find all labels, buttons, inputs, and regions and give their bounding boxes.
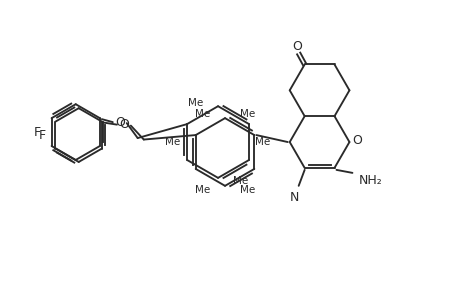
Text: Me: Me: [232, 176, 247, 186]
Text: F: F: [39, 129, 46, 142]
Text: Me: Me: [255, 137, 270, 147]
Text: Me: Me: [195, 185, 210, 195]
Text: O: O: [352, 134, 362, 146]
Text: N: N: [289, 191, 299, 204]
Text: Me: Me: [195, 109, 210, 119]
Text: Me: Me: [188, 98, 203, 108]
Text: NH₂: NH₂: [358, 174, 381, 187]
Text: O: O: [119, 118, 129, 131]
Text: F: F: [34, 126, 41, 139]
Text: Me: Me: [165, 137, 180, 147]
Text: O: O: [291, 40, 301, 53]
Text: Me: Me: [239, 185, 254, 195]
Text: Me: Me: [239, 109, 254, 119]
Text: O: O: [115, 116, 124, 129]
